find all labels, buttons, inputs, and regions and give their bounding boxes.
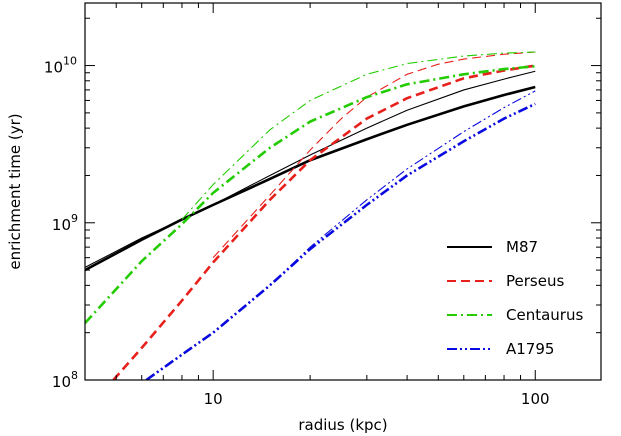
y-tick-label-base: 10 — [52, 373, 71, 391]
y-tick-label: 10 9 — [52, 212, 78, 234]
series-line-m87-thick — [85, 85, 536, 272]
series-line-a1795-thick — [145, 102, 536, 380]
y-tick-label-exponent: 8 — [71, 369, 78, 382]
series-line-perseus-thick — [112, 64, 536, 380]
legend-label-centaurus: Centaurus — [506, 306, 583, 324]
series-line-m87-thin — [85, 70, 536, 268]
y-tick-label-exponent: 9 — [71, 212, 78, 225]
y-axis-label: enrichment time (yr) — [6, 113, 24, 269]
legend-label-m87: M87 — [506, 238, 538, 256]
series-layer — [85, 51, 536, 380]
y-tick-label-base: 10 — [52, 216, 71, 234]
plot-frame — [84, 2, 602, 381]
series-line-perseus-thin — [212, 51, 536, 259]
x-tick-label: 10 — [204, 390, 223, 408]
legend-label-a1795: A1795 — [506, 340, 554, 358]
y-tick-label-exponent: 10 — [63, 55, 77, 68]
series-line-a1795-thin — [145, 90, 536, 380]
x-tick-label: 100 — [521, 390, 550, 408]
y-tick-label: 10 8 — [52, 369, 78, 391]
y-tick-label-base: 10 — [44, 59, 63, 77]
series-line-centaurus-thin — [181, 51, 536, 220]
series-line-centaurus-thick — [85, 64, 536, 325]
legend-label-perseus: Perseus — [506, 272, 564, 290]
x-axis-label: radius (kpc) — [298, 416, 387, 434]
legend: M87 Perseus Centaurus A1795 — [447, 238, 583, 358]
y-tick-label: 10 10 — [44, 55, 77, 77]
